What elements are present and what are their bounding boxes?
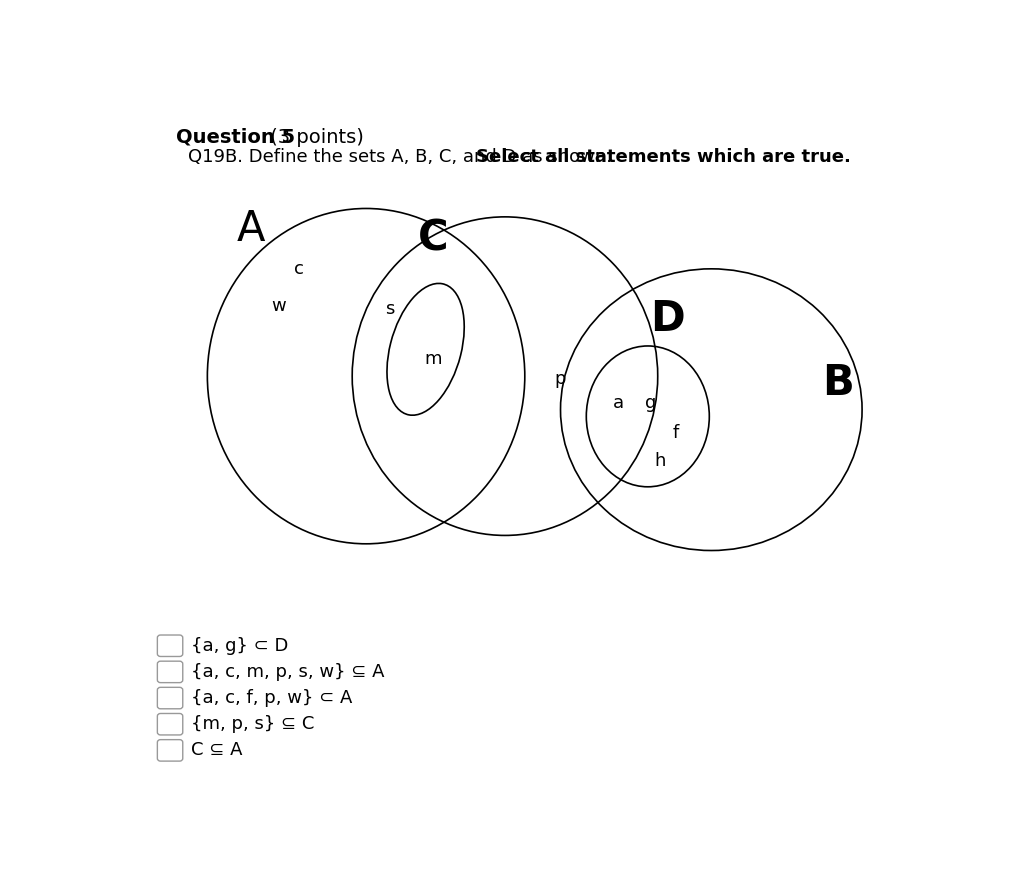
Text: Q19B. Define the sets A, B, C, and D as shown.: Q19B. Define the sets A, B, C, and D as …: [187, 148, 617, 166]
Text: C: C: [418, 218, 449, 260]
Text: m: m: [425, 350, 442, 368]
Text: a: a: [613, 394, 624, 412]
FancyBboxPatch shape: [158, 661, 182, 683]
FancyBboxPatch shape: [158, 739, 182, 761]
Text: w: w: [271, 297, 286, 314]
Text: C ⊆ A: C ⊆ A: [191, 741, 243, 760]
Text: c: c: [294, 260, 303, 278]
Text: Select all statements which are true.: Select all statements which are true.: [475, 148, 851, 166]
Text: h: h: [654, 452, 666, 470]
Text: f: f: [673, 424, 679, 442]
Text: {a, c, f, p, w} ⊂ A: {a, c, f, p, w} ⊂ A: [191, 689, 353, 707]
Text: D: D: [650, 298, 685, 341]
Text: p: p: [555, 370, 566, 388]
Text: Question 5: Question 5: [176, 128, 295, 147]
Text: A: A: [237, 207, 265, 250]
FancyBboxPatch shape: [158, 713, 182, 735]
Text: {a, c, m, p, s, w} ⊆ A: {a, c, m, p, s, w} ⊆ A: [191, 663, 385, 681]
FancyBboxPatch shape: [158, 687, 182, 709]
Text: s: s: [385, 300, 394, 318]
Text: {m, p, s} ⊆ C: {m, p, s} ⊆ C: [191, 715, 314, 733]
FancyBboxPatch shape: [158, 635, 182, 657]
Text: (3 points): (3 points): [264, 128, 365, 147]
Text: B: B: [822, 361, 854, 404]
Text: g: g: [644, 394, 656, 412]
Text: {a, g} ⊂ D: {a, g} ⊂ D: [191, 637, 289, 655]
